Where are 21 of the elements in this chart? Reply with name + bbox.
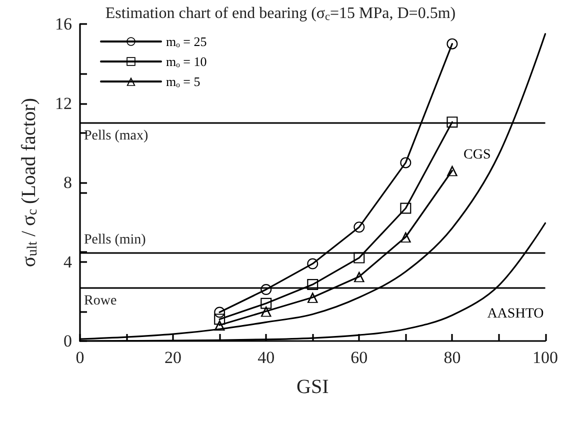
legend-label: mₒ = 25 <box>166 34 207 49</box>
y-axis-title: σult / σc (Load factor) <box>18 98 40 268</box>
series-label: AASHTO <box>487 306 544 322</box>
legend-label: mₒ = 5 <box>166 74 200 89</box>
x-tick-label: 0 <box>76 348 84 367</box>
x-tick-label: 80 <box>444 348 461 367</box>
y-tick-label: 12 <box>55 94 72 113</box>
y-tick-label: 8 <box>64 173 72 192</box>
y-tick-label: 4 <box>64 252 72 272</box>
x-tick-label: 60 <box>350 348 368 367</box>
y-tick-label: 0 <box>64 332 72 350</box>
x-axis-title: GSI <box>296 376 329 398</box>
legend-label: mₒ = 10 <box>166 54 207 69</box>
ref-line-label: Rowe <box>84 294 117 309</box>
ref-line-label: Pells (max) <box>84 128 148 144</box>
x-tick-label: 20 <box>164 348 182 367</box>
y-tick-label: 16 <box>55 14 72 34</box>
ref-line-label: Pells (min) <box>84 232 146 248</box>
x-tick-label: 100 <box>532 348 558 367</box>
x-tick-label: 40 <box>258 348 275 367</box>
series-label: CGS <box>463 147 491 162</box>
